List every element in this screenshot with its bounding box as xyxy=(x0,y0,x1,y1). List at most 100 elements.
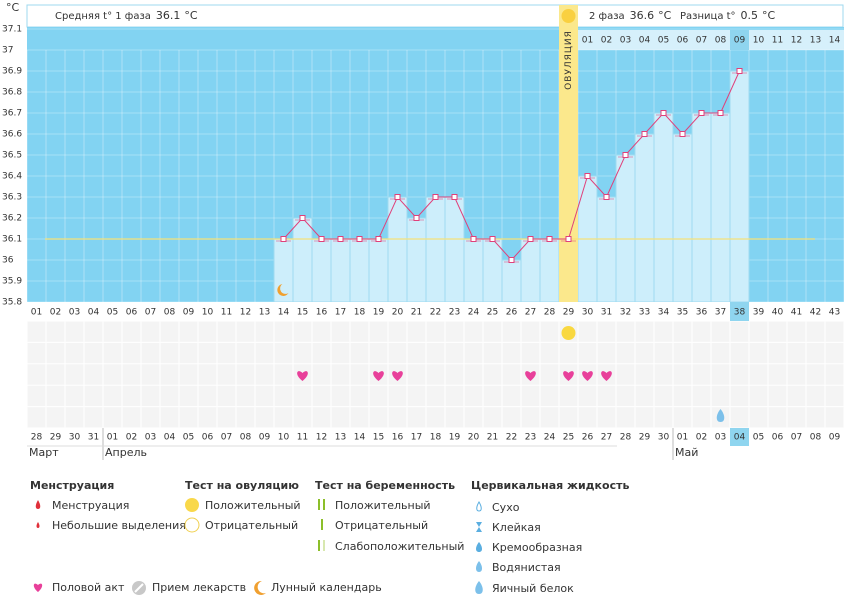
phase2-summary: 2 фаза 36.6 °C xyxy=(589,9,672,22)
phase2-day: 07 xyxy=(696,36,707,46)
date: 13 xyxy=(335,433,346,443)
label: Средняя t° 1 фаза xyxy=(55,11,151,22)
date: 19 xyxy=(449,433,461,443)
cycle-day: 25 xyxy=(487,308,498,318)
temperature-point xyxy=(280,236,287,242)
icon xyxy=(185,498,199,512)
cycle-day: 18 xyxy=(354,308,366,318)
legend-item: Яичный белок xyxy=(492,582,574,595)
legend-item: Прием лекарств xyxy=(152,581,246,594)
current-highlight xyxy=(730,30,749,50)
date: 28 xyxy=(620,433,632,443)
y-tick-label: 36 xyxy=(2,256,14,266)
date: 02 xyxy=(126,433,137,443)
heart-icon xyxy=(582,371,593,381)
phase2-day: 01 xyxy=(582,36,593,46)
cycle-day: 19 xyxy=(373,308,385,318)
date: 28 xyxy=(31,433,43,443)
temperature-point xyxy=(413,215,420,221)
temperature-point xyxy=(356,236,363,242)
legend-item: Сухо xyxy=(492,501,520,514)
temperature-bar xyxy=(501,259,522,303)
icon xyxy=(35,500,41,509)
date: 26 xyxy=(582,433,594,443)
y-unit: °C xyxy=(6,1,20,14)
temperature-point xyxy=(489,236,496,242)
legend-item: Небольшие выделения xyxy=(52,519,186,532)
temperature-point xyxy=(584,173,591,179)
legend-title: Менструация xyxy=(30,479,114,492)
icon xyxy=(476,501,482,512)
legend-title: Тест на беременность xyxy=(315,479,455,492)
heart-icon xyxy=(297,371,308,381)
temperature-bar xyxy=(710,112,731,303)
cycle-day: 39 xyxy=(753,308,765,318)
date: 25 xyxy=(563,433,574,443)
cycle-day: 12 xyxy=(240,308,251,318)
y-tick-label: 37.1 xyxy=(2,25,22,35)
temperature-bar xyxy=(634,133,655,303)
unit: °C xyxy=(184,9,198,22)
icon xyxy=(36,522,40,528)
phase2-day: 08 xyxy=(715,36,727,46)
cycle-day: 30 xyxy=(582,308,594,318)
date: 01 xyxy=(677,433,688,443)
ovulation-label: ОВУЛЯЦИЯ xyxy=(564,30,574,90)
cycle-day: 22 xyxy=(430,308,441,318)
phase2-day: 11 xyxy=(772,36,783,46)
temperature-point xyxy=(299,215,306,221)
date: 30 xyxy=(69,433,81,443)
cycle-day: 23 xyxy=(449,308,460,318)
y-tick-label: 36.7 xyxy=(2,109,22,119)
phase2-row xyxy=(578,30,844,50)
date: 23 xyxy=(525,433,536,443)
date: 08 xyxy=(240,433,252,443)
icon xyxy=(476,561,482,572)
heart-icon xyxy=(563,371,574,381)
cycle-day: 35 xyxy=(677,308,688,318)
value: 36.6 xyxy=(630,9,655,22)
cycle-day: 24 xyxy=(468,308,480,318)
label: 2 фаза xyxy=(589,11,625,22)
date: 02 xyxy=(696,433,707,443)
temperature-point xyxy=(641,131,648,137)
cycle-day: 08 xyxy=(164,308,176,318)
fluid-icon xyxy=(716,409,725,422)
heart-icon xyxy=(392,371,403,381)
cycle-day: 09 xyxy=(183,308,195,318)
phase2-day: 02 xyxy=(601,36,612,46)
cycle-day: 11 xyxy=(221,308,232,318)
y-tick-label: 35.8 xyxy=(2,298,22,308)
phase2-day: 14 xyxy=(829,36,841,46)
date: 15 xyxy=(373,433,384,443)
phase2-day: 10 xyxy=(753,36,765,46)
date: 31 xyxy=(88,433,99,443)
temperature-bar xyxy=(406,217,427,303)
month-label: Март xyxy=(29,446,59,459)
events-area xyxy=(27,321,844,428)
date: 03 xyxy=(145,433,156,443)
phase2-day: 12 xyxy=(791,36,802,46)
value: 0.5 xyxy=(741,9,759,22)
legend-item: Половой акт xyxy=(52,581,125,594)
temperature-point xyxy=(394,194,401,200)
legend-item: Кремообразная xyxy=(492,541,582,554)
heart-icon xyxy=(525,371,536,381)
cycle-day: 42 xyxy=(810,308,821,318)
legend-item: Отрицательный xyxy=(335,519,428,532)
date: 29 xyxy=(639,433,651,443)
temperature-point xyxy=(508,257,515,263)
cycle-day: 13 xyxy=(259,308,270,318)
date: 24 xyxy=(544,433,556,443)
temperature-point xyxy=(451,194,458,200)
cycle-day: 31 xyxy=(601,308,612,318)
legend-item: Положительный xyxy=(205,499,301,512)
temperature-point xyxy=(717,110,724,116)
temperature-point xyxy=(679,131,686,137)
y-tick-label: 36.4 xyxy=(2,172,22,182)
y-tick-label: 36.1 xyxy=(2,235,22,245)
temperature-point xyxy=(698,110,705,116)
temperature-bar xyxy=(596,196,617,303)
heart-icon xyxy=(601,371,612,381)
